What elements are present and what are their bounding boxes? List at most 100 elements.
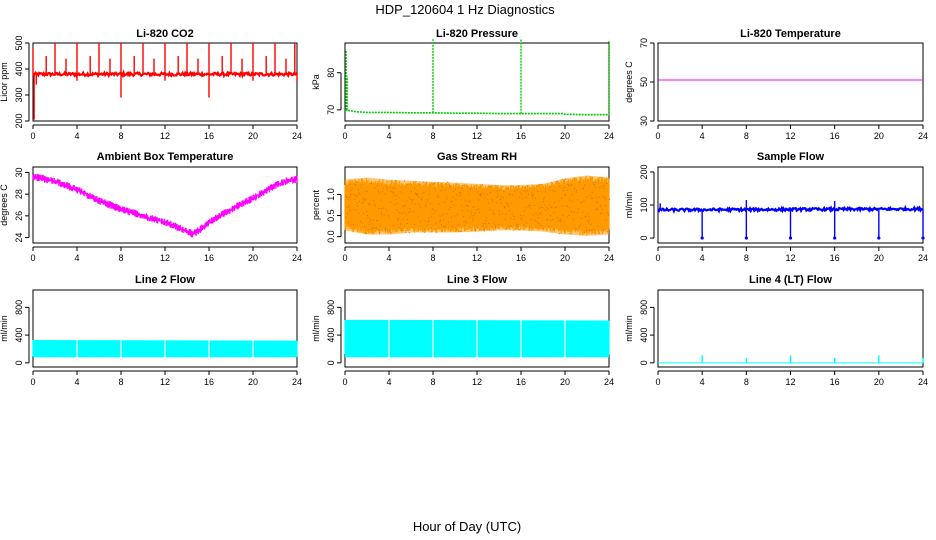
y-axis-label: ml/min xyxy=(311,315,321,342)
panel-title: Gas Stream RH xyxy=(437,151,517,163)
x-axis: 0 4 8 12 16 20 24 xyxy=(30,124,302,141)
x-tick-label: 20 xyxy=(874,131,884,141)
x-axis: 0 4 8 12 16 20 24 xyxy=(342,246,614,263)
y-tick-label: 80 xyxy=(326,68,336,78)
x-tick-label: 16 xyxy=(830,253,840,263)
x-tick-label: 12 xyxy=(785,377,795,387)
panel-5: Gas Stream RH 0 4 8 12 16 20 24 0.0 0.5 1.0 percent xyxy=(311,151,614,263)
panel-title: Line 2 Flow xyxy=(135,274,195,286)
plot-frame xyxy=(657,42,924,122)
x-tick-label: 8 xyxy=(430,131,435,141)
plot-frame xyxy=(657,289,924,368)
x-tick-label: 16 xyxy=(830,377,840,387)
x-tick-label: 24 xyxy=(292,131,302,141)
panel-title: Ambient Box Temperature xyxy=(97,151,234,163)
y-tick-label: 0 xyxy=(639,236,649,241)
series-texture xyxy=(345,177,610,235)
x-tick-label: 4 xyxy=(386,377,391,387)
data-series xyxy=(32,339,298,358)
x-tick-label: 24 xyxy=(604,131,614,141)
plot-frame xyxy=(344,42,610,122)
y-tick-label: 50 xyxy=(639,77,649,87)
series-area xyxy=(345,175,609,236)
panel-title: Li-820 Temperature xyxy=(740,28,841,40)
x-tick-label: 8 xyxy=(118,377,123,387)
x-tick-label: 12 xyxy=(472,253,482,263)
x-tick-label: 24 xyxy=(918,131,928,141)
y-tick-label: 30 xyxy=(639,116,649,126)
x-tick-label: 12 xyxy=(785,253,795,263)
x-tick-label: 0 xyxy=(342,131,347,141)
x-tick-label: 0 xyxy=(30,377,35,387)
x-tick-label: 8 xyxy=(118,131,123,141)
plot-frame xyxy=(657,166,924,244)
x-tick-label: 0 xyxy=(30,253,35,263)
spike-point xyxy=(833,236,837,240)
x-tick-label: 4 xyxy=(74,253,79,263)
x-tick-label: 24 xyxy=(604,377,614,387)
panel-1: Li-820 CO2 0 4 8 12 16 20 24 200 300 400 500 Licor p… xyxy=(0,28,302,141)
y-tick-label: 500 xyxy=(14,35,24,50)
panel-6: Sample Flow 0 4 8 12 16 20 24 0 100 200 ml/min xyxy=(624,151,928,263)
series-line xyxy=(32,174,298,238)
x-tick-label: 16 xyxy=(516,253,526,263)
x-tick-label: 16 xyxy=(204,131,214,141)
plot-frame xyxy=(32,166,298,244)
spike-point xyxy=(788,236,793,240)
x-axis: 0 4 8 12 16 20 24 xyxy=(342,124,614,141)
x-tick-label: 12 xyxy=(160,377,170,387)
data-series xyxy=(32,43,298,120)
y-axis-label: kPa xyxy=(311,74,321,90)
panel-title: Sample Flow xyxy=(757,151,825,163)
data-series xyxy=(658,355,924,364)
y-tick-label: 400 xyxy=(14,328,24,343)
x-tick-label: 4 xyxy=(74,377,79,387)
x-tick-label: 20 xyxy=(560,253,570,263)
y-axis: 0 100 200 xyxy=(639,164,655,241)
x-tick-label: 20 xyxy=(560,377,570,387)
y-tick-label: 800 xyxy=(326,300,336,315)
x-axis: 0 4 8 12 16 20 24 xyxy=(655,124,928,141)
y-tick-label: 0 xyxy=(14,360,24,365)
y-tick-label: 26 xyxy=(14,211,24,221)
panel-8: Line 3 Flow 0 4 8 12 16 20 24 0 400 800 ml/min xyxy=(311,274,614,387)
spike-point xyxy=(877,236,881,240)
y-tick-label: 24 xyxy=(14,233,24,243)
y-axis: 0.0 0.5 1.0 xyxy=(326,188,342,243)
y-axis-label: degrees C xyxy=(0,184,9,226)
y-tick-label: 400 xyxy=(639,328,649,343)
y-tick-label: 400 xyxy=(14,61,24,76)
x-tick-label: 20 xyxy=(560,131,570,141)
y-axis: 0 400 800 xyxy=(326,300,342,365)
figure-xlabel: Hour of Day (UTC) xyxy=(413,519,521,534)
x-tick-label: 0 xyxy=(30,131,35,141)
y-tick-label: 200 xyxy=(639,164,649,179)
x-axis: 0 4 8 12 16 20 24 xyxy=(655,370,928,387)
data-series xyxy=(657,200,925,240)
x-tick-label: 16 xyxy=(830,131,840,141)
y-axis: 0 400 800 xyxy=(639,300,655,365)
y-tick-label: 200 xyxy=(14,113,24,128)
x-tick-label: 12 xyxy=(472,377,482,387)
x-tick-label: 4 xyxy=(700,377,705,387)
data-series xyxy=(344,175,610,236)
x-tick-label: 24 xyxy=(292,377,302,387)
y-axis-label: degrees C xyxy=(624,61,634,103)
x-tick-label: 0 xyxy=(655,377,660,387)
y-tick-label: 400 xyxy=(326,328,336,343)
y-tick-label: 0.5 xyxy=(326,209,336,222)
x-tick-label: 24 xyxy=(292,253,302,263)
figure-title: HDP_120604 1 Hz Diagnostics xyxy=(375,2,555,17)
x-tick-label: 12 xyxy=(785,131,795,141)
y-tick-label: 0 xyxy=(639,360,649,365)
x-tick-label: 20 xyxy=(874,377,884,387)
x-tick-label: 4 xyxy=(74,131,79,141)
x-tick-label: 0 xyxy=(655,131,660,141)
panel-2: Li-820 Pressure 0 4 8 12 16 20 24 70 80 kPa xyxy=(311,28,614,141)
data-series xyxy=(344,39,610,116)
x-tick-label: 8 xyxy=(744,131,749,141)
y-axis: 30 50 70 xyxy=(639,38,655,126)
data-series xyxy=(32,174,298,238)
